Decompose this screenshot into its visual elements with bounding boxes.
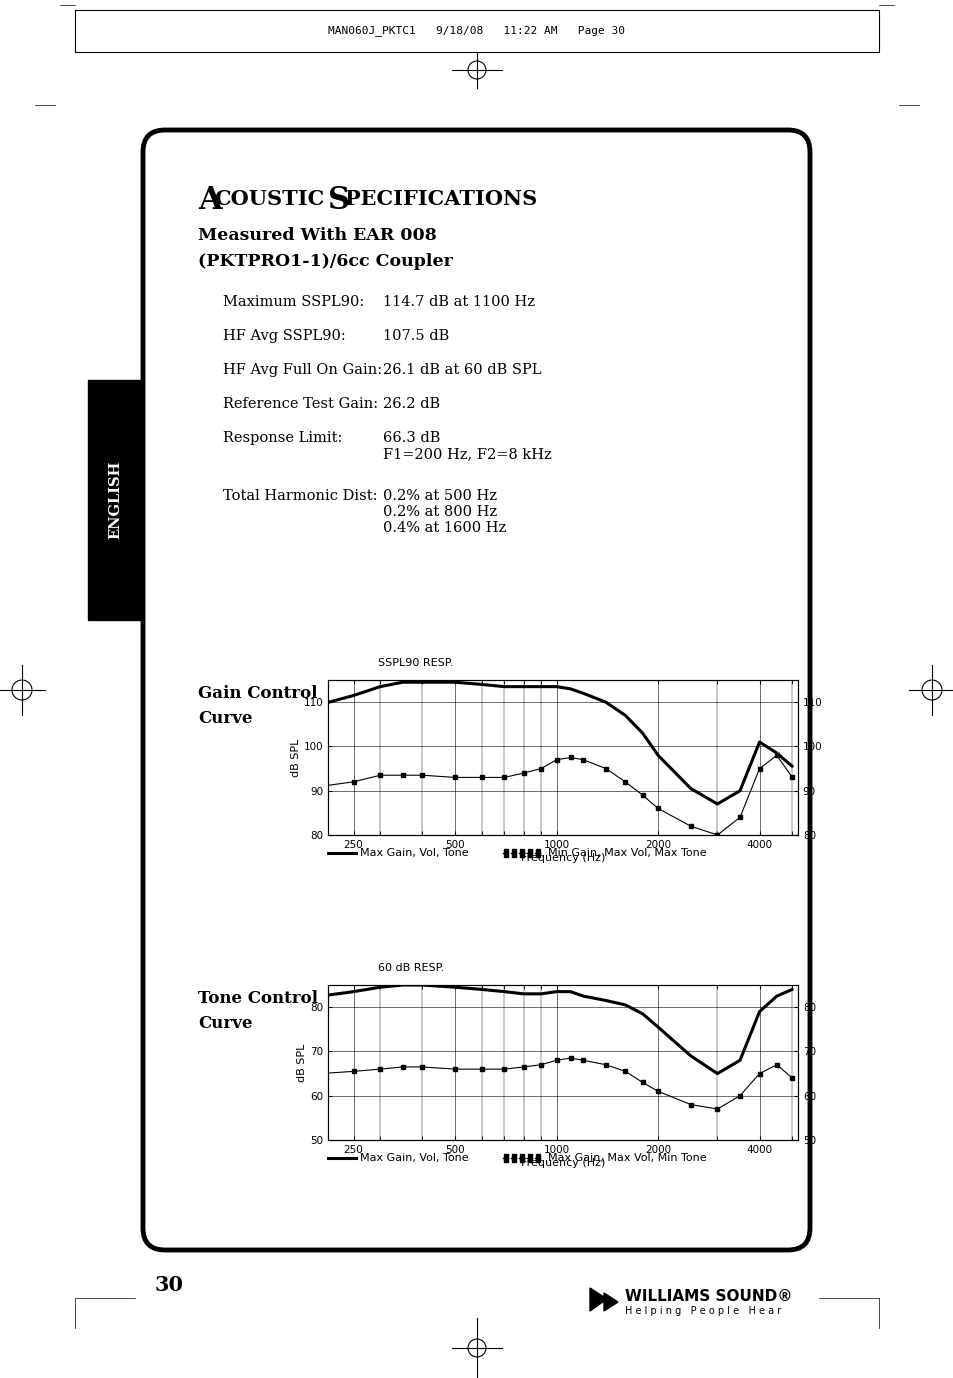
Text: F1=200 Hz, F2=8 kHz: F1=200 Hz, F2=8 kHz xyxy=(382,446,551,462)
Polygon shape xyxy=(603,1293,618,1310)
Text: Total Harmonic Dist:: Total Harmonic Dist: xyxy=(223,489,377,503)
Text: 26.1 dB at 60 dB SPL: 26.1 dB at 60 dB SPL xyxy=(382,362,541,378)
X-axis label: Frequency (Hz): Frequency (Hz) xyxy=(520,1158,604,1167)
Text: Max Gain, Max Vol, Min Tone: Max Gain, Max Vol, Min Tone xyxy=(547,1153,706,1163)
Polygon shape xyxy=(589,1288,606,1310)
X-axis label: Frequency (Hz): Frequency (Hz) xyxy=(520,853,604,863)
Text: WILLIAMS SOUND®: WILLIAMS SOUND® xyxy=(624,1288,792,1304)
Y-axis label: dB SPL: dB SPL xyxy=(297,1043,307,1082)
Text: 0.4% at 1600 Hz: 0.4% at 1600 Hz xyxy=(382,521,506,535)
Text: HF Avg Full On Gain:: HF Avg Full On Gain: xyxy=(223,362,382,378)
Text: Gain Control: Gain Control xyxy=(198,685,317,701)
Text: 114.7 dB at 1100 Hz: 114.7 dB at 1100 Hz xyxy=(382,295,535,309)
Text: S: S xyxy=(328,185,350,216)
Text: Max Gain, Vol, Tone: Max Gain, Vol, Tone xyxy=(359,1153,468,1163)
Text: Response Limit:: Response Limit: xyxy=(223,431,342,445)
Text: (PKTPRO1-1)/6cc Coupler: (PKTPRO1-1)/6cc Coupler xyxy=(198,254,453,270)
Text: Maximum SSPL90:: Maximum SSPL90: xyxy=(223,295,364,309)
Text: 26.2 dB: 26.2 dB xyxy=(382,397,439,411)
Text: 0.2% at 500 Hz: 0.2% at 500 Hz xyxy=(382,489,497,503)
Text: A: A xyxy=(198,185,221,216)
Text: H e l p i n g   P e o p l e   H e a r: H e l p i n g P e o p l e H e a r xyxy=(624,1306,781,1316)
Text: 0.2% at 800 Hz: 0.2% at 800 Hz xyxy=(382,504,497,520)
Text: ENGLISH: ENGLISH xyxy=(108,460,122,539)
Bar xyxy=(536,1153,539,1162)
Text: Curve: Curve xyxy=(198,710,253,728)
Text: MAN060J_PKTC1   9/18/08   11:22 AM   Page 30: MAN060J_PKTC1 9/18/08 11:22 AM Page 30 xyxy=(328,26,625,36)
Bar xyxy=(519,849,523,857)
Text: 66.3 dB: 66.3 dB xyxy=(382,431,440,445)
Bar xyxy=(536,849,539,857)
FancyBboxPatch shape xyxy=(143,130,809,1250)
Text: Curve: Curve xyxy=(198,1016,253,1032)
Text: HF Avg SSPL90:: HF Avg SSPL90: xyxy=(223,329,345,343)
Text: 60 dB RESP.: 60 dB RESP. xyxy=(377,963,444,973)
Text: SSPL90 RESP.: SSPL90 RESP. xyxy=(377,659,453,668)
Bar xyxy=(512,1153,516,1162)
Text: Tone Control: Tone Control xyxy=(198,989,317,1007)
Bar xyxy=(88,380,143,620)
Text: Min Gain, Max Vol, Max Tone: Min Gain, Max Vol, Max Tone xyxy=(547,847,706,858)
Bar xyxy=(503,1153,507,1162)
Text: Reference Test Gain:: Reference Test Gain: xyxy=(223,397,377,411)
Text: 30: 30 xyxy=(154,1275,184,1295)
Bar xyxy=(519,1153,523,1162)
Bar xyxy=(527,1153,532,1162)
Text: Measured With EAR 008: Measured With EAR 008 xyxy=(198,227,436,244)
Bar xyxy=(503,849,507,857)
Bar xyxy=(527,849,532,857)
Text: Max Gain, Vol, Tone: Max Gain, Vol, Tone xyxy=(359,847,468,858)
Y-axis label: dB SPL: dB SPL xyxy=(291,739,300,777)
Bar xyxy=(512,849,516,857)
Text: PECIFICATIONS: PECIFICATIONS xyxy=(345,189,537,209)
Text: 107.5 dB: 107.5 dB xyxy=(382,329,449,343)
Text: COUSTIC: COUSTIC xyxy=(213,189,324,209)
